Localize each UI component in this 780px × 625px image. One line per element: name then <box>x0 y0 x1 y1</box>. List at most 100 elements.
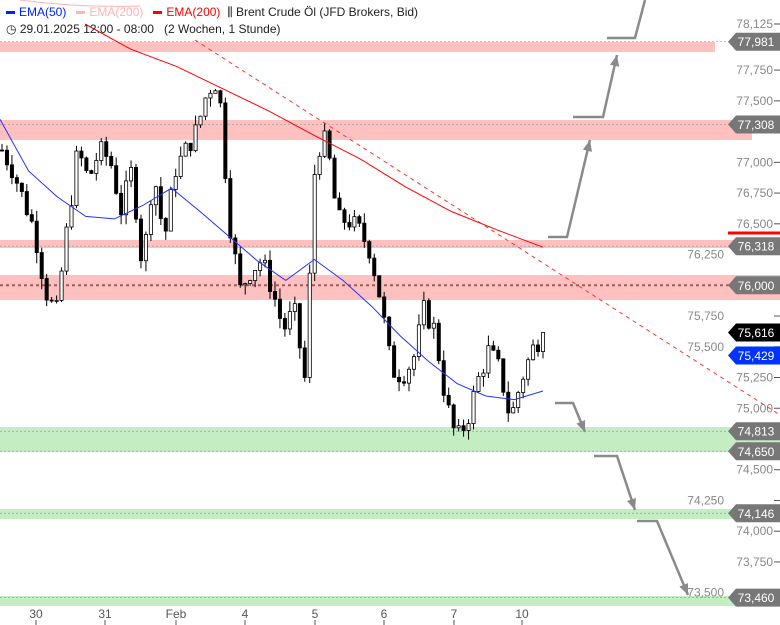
arrow-head <box>576 420 586 432</box>
level-price-tag[interactable]: 76,318 <box>728 237 780 256</box>
candle-down <box>302 347 307 378</box>
last-price-tag[interactable]: 75,616 <box>728 323 780 342</box>
level-price-tag[interactable]: 73,460 <box>728 588 780 607</box>
price-tag-text: 74,146 <box>738 507 775 521</box>
candle-down <box>277 298 282 319</box>
zone-band <box>0 120 752 140</box>
price-tag-bg <box>728 115 780 134</box>
candle-up <box>312 174 317 274</box>
candle-down <box>357 216 362 224</box>
candle-up <box>153 186 158 206</box>
clock-icon: ◷ <box>6 22 17 36</box>
candle-down <box>114 165 119 194</box>
candle-up <box>143 234 148 262</box>
level-price-tag[interactable]: 74,650 <box>728 442 780 461</box>
candle-up <box>148 204 153 235</box>
price-tag-text: 77,308 <box>738 118 775 132</box>
ema50-price-tag[interactable]: 75,429 <box>728 346 780 365</box>
x-tick-label: Feb <box>166 607 187 621</box>
candle-down <box>272 291 277 300</box>
price-tag-text: 74,650 <box>738 445 775 459</box>
candle-down <box>44 278 49 301</box>
y-tick-label: 78,125 <box>736 17 773 31</box>
y-tick-label: 74,000 <box>736 524 773 538</box>
candle-up <box>94 160 99 174</box>
x-tick-label: 7 <box>451 607 458 621</box>
candle-down <box>347 222 352 228</box>
x-tick-label: 6 <box>381 607 388 621</box>
candle-up <box>287 311 292 330</box>
price-tag-text: 75,616 <box>738 326 775 340</box>
y-tick-label: 74,250 <box>687 493 724 507</box>
candle-down <box>382 296 387 318</box>
instrument-name: Brent Crude Öl (JFD Brokers, Bid) <box>235 5 419 19</box>
candle-up <box>421 300 426 326</box>
x-tick-label: 30 <box>29 607 43 621</box>
price-tag-text: 74,813 <box>738 425 775 439</box>
price-tag-text: 76,318 <box>738 240 775 254</box>
candle-up <box>69 205 74 228</box>
candle-down <box>89 170 94 174</box>
legend-ema50[interactable]: EMA(50) <box>6 5 66 19</box>
level-price-tag[interactable]: 74,813 <box>728 422 780 441</box>
candle-down <box>268 259 273 292</box>
candle-up <box>317 155 322 175</box>
candle-down <box>342 209 347 223</box>
candle-up <box>406 368 411 384</box>
candle-up <box>263 259 268 264</box>
candle-down <box>387 316 392 347</box>
x-tick-label: 4 <box>242 607 249 621</box>
zone-band <box>0 275 780 300</box>
candle-up <box>531 344 536 361</box>
candle-down <box>104 141 109 157</box>
legend-ema200-light-label: EMA(200) <box>89 5 144 19</box>
candle-down <box>4 149 9 166</box>
candle-down <box>297 303 302 349</box>
price-tag-text: 76,000 <box>738 279 775 293</box>
candle-up <box>521 378 526 393</box>
candle-down <box>327 130 332 159</box>
legend-ema200[interactable]: EMA(200) <box>153 5 220 19</box>
y-tick-label: 73,500 <box>687 586 724 600</box>
candle-down <box>158 186 163 219</box>
candle-down <box>238 253 243 286</box>
candle-down <box>9 164 14 179</box>
candle-up <box>198 115 203 126</box>
price-tag-bg <box>728 237 780 256</box>
candle-up <box>243 283 248 286</box>
candle-up <box>476 376 481 392</box>
zone-band <box>0 240 780 248</box>
arrow-head <box>582 140 592 152</box>
time-range: 29.01.2025 12:00 - 08:00 <box>19 22 154 36</box>
candle-up <box>124 180 129 216</box>
arrow-head <box>679 583 689 595</box>
candle-up <box>208 92 213 99</box>
candle-down <box>441 360 446 396</box>
level-price-tag[interactable]: 74,146 <box>728 504 780 523</box>
candle-up <box>99 141 104 161</box>
projection-arrow <box>548 139 592 239</box>
candle-down <box>491 345 496 351</box>
level-price-tag[interactable]: 76,000 <box>728 276 780 295</box>
candle-down <box>461 425 466 431</box>
level-price-tag[interactable]: 77,308 <box>728 115 780 134</box>
y-tick-label: 76,250 <box>687 248 724 262</box>
y-tick-label: 75,250 <box>736 371 773 385</box>
candle-up <box>511 407 516 414</box>
legend-ema200-light[interactable]: EMA(200) <box>76 5 143 19</box>
candle-down <box>496 349 501 360</box>
candle-up <box>466 423 471 431</box>
candle-up <box>541 332 546 352</box>
x-tick-label: 5 <box>312 607 319 621</box>
candle-down <box>372 257 377 277</box>
candle-up <box>64 226 69 272</box>
y-tick-label: 75,500 <box>687 340 724 354</box>
candle-up <box>173 176 178 190</box>
candle-up <box>183 142 188 157</box>
level-price-tag[interactable]: 77,981 <box>728 32 780 51</box>
candle-up <box>526 359 531 380</box>
price-tag-bg <box>728 442 780 461</box>
candle-down <box>218 90 223 104</box>
